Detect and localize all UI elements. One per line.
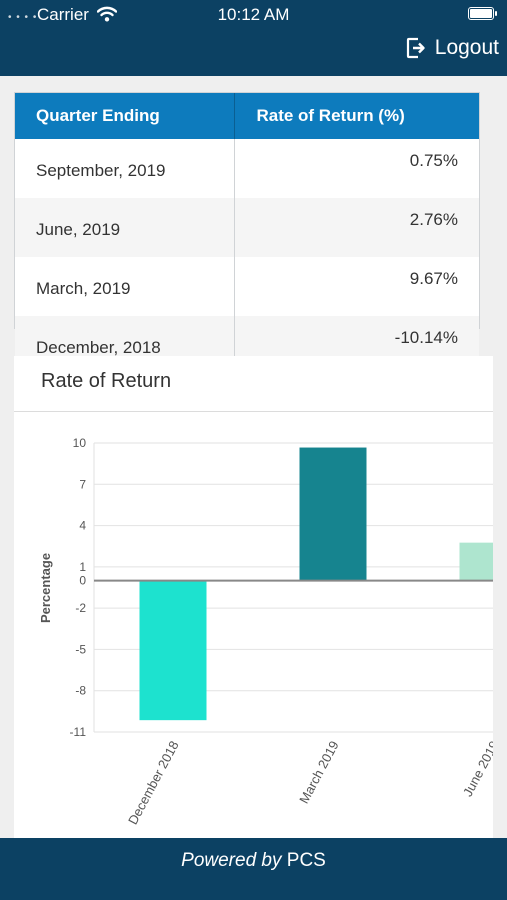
chart-bar	[459, 542, 493, 581]
quarter-cell: September, 2019	[36, 160, 166, 180]
column-header-rate: Rate of Return (%)	[234, 93, 479, 139]
battery-icon	[468, 7, 494, 20]
y-tick-label: -11	[70, 725, 87, 739]
clock-time: 10:12 AM	[217, 5, 290, 24]
rate-cell: 0.75%	[234, 139, 479, 198]
returns-table: Quarter Ending Rate of Return (%) Septem…	[14, 92, 480, 375]
app-header: • • • • Carrier 10:12 AM Logout	[0, 0, 507, 76]
column-header-quarter: Quarter Ending	[15, 93, 235, 139]
y-axis-label: Percentage	[38, 553, 53, 623]
table-row: March, 2019 9.67%	[15, 257, 479, 316]
quarter-cell: March, 2019	[36, 278, 131, 298]
rate-of-return-chart-card: Rate of Return 10 7 4 1 0 -2 -5 -8 -11 Percentage…	[14, 356, 493, 838]
x-tick-label: June 2019	[460, 738, 493, 799]
signal-dots-icon: • • • •	[8, 12, 38, 23]
rate-cell: 9.67%	[234, 257, 479, 316]
table-row: September, 2019 0.75%	[15, 139, 479, 198]
logout-label: Logout	[434, 36, 499, 59]
y-tick-label: 7	[79, 477, 86, 491]
x-tick-label: March 2019	[296, 738, 341, 806]
status-bar: • • • • Carrier 10:12 AM	[0, 0, 507, 30]
chart-title: Rate of Return	[41, 370, 172, 392]
y-tick-label: 4	[79, 519, 86, 533]
y-tick-label: 10	[73, 436, 87, 450]
chart-bar	[299, 447, 367, 581]
footer-prefix: Powered by	[181, 850, 282, 871]
x-tick-label: December 2018	[125, 738, 182, 827]
y-tick-label: 0	[79, 574, 86, 588]
chart-bar	[139, 580, 207, 721]
wifi-icon	[96, 6, 118, 27]
carrier-label: Carrier	[37, 5, 89, 24]
app-footer: Powered by PCS	[0, 838, 507, 900]
y-tick-label: -8	[75, 684, 86, 698]
rate-cell: 2.76%	[234, 198, 479, 257]
logout-icon	[406, 37, 425, 59]
chart-divider	[14, 411, 493, 412]
y-tick-label: 1	[79, 560, 86, 574]
y-tick-label: -2	[75, 601, 86, 615]
table-row: June, 2019 2.76%	[15, 198, 479, 257]
battery-tip	[495, 11, 497, 16]
table-header-row: Quarter Ending Rate of Return (%)	[15, 93, 479, 139]
logout-button[interactable]: Logout	[406, 34, 499, 62]
y-tick-label: -5	[75, 642, 86, 656]
quarter-cell: June, 2019	[15, 198, 235, 257]
footer-brand: PCS	[286, 850, 326, 871]
bar-chart: 10 7 4 10 -2 -5 -8 -11 Percentage December 2018 Ma…	[38, 436, 493, 827]
